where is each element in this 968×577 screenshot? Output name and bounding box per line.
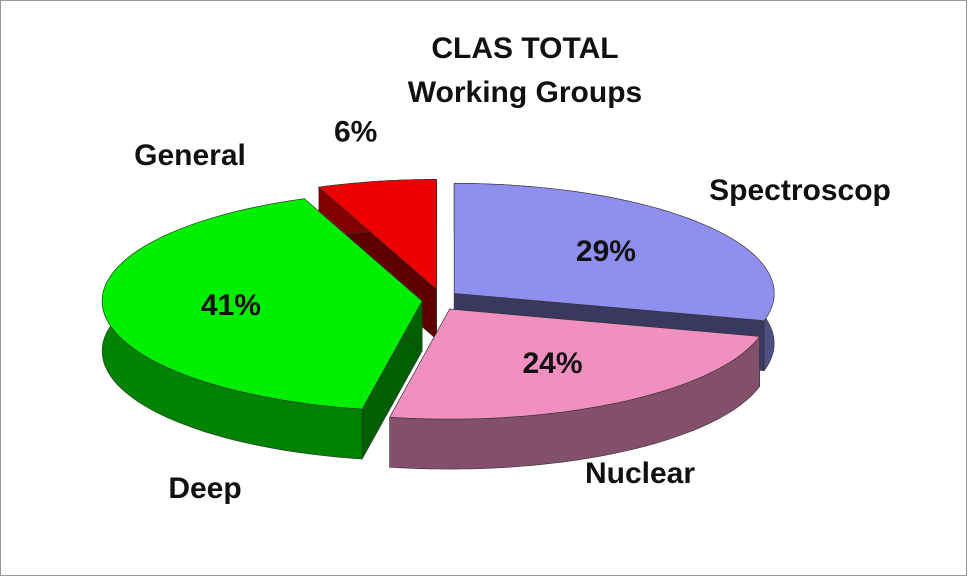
slice <box>101 198 423 410</box>
chart-title: CLAS TOTAL <box>431 32 618 65</box>
data-label: 24% <box>523 347 583 380</box>
chart-subtitle: Working Groups <box>408 76 642 109</box>
slice <box>453 183 775 322</box>
data-label: 41% <box>201 289 261 322</box>
category-label: General <box>134 139 246 172</box>
category-label: Nuclear <box>585 457 695 490</box>
data-label: 29% <box>576 235 636 268</box>
slice <box>318 179 437 291</box>
category-label: Deep <box>168 472 241 505</box>
slice <box>389 308 761 420</box>
category-label: Spectroscop <box>709 174 891 207</box>
data-label: 6% <box>334 115 377 148</box>
